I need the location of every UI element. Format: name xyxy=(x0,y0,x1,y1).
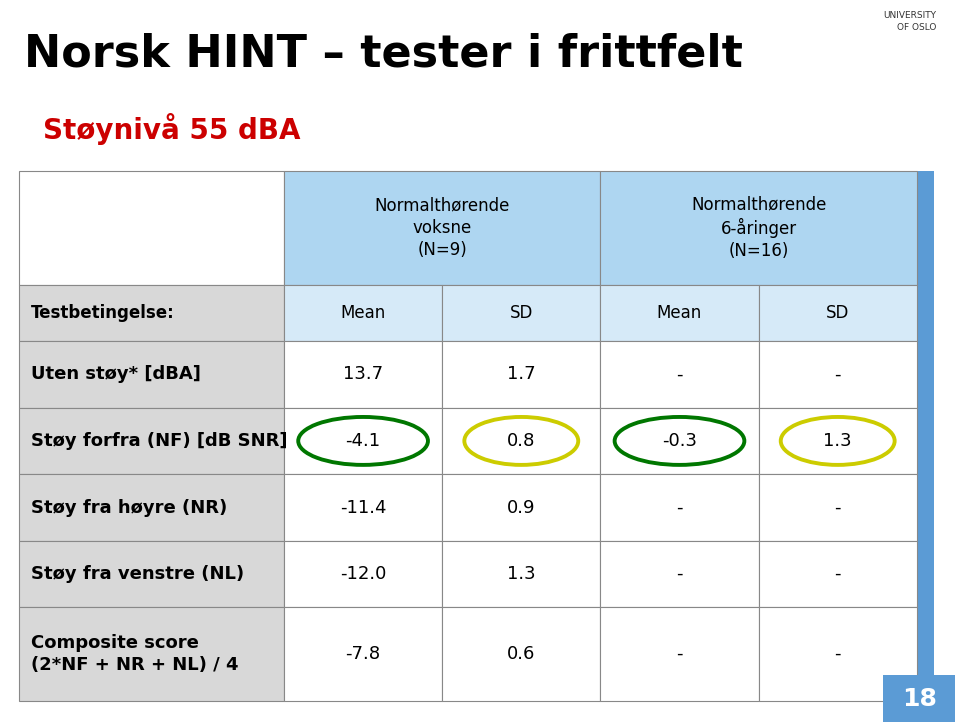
FancyBboxPatch shape xyxy=(19,474,284,541)
FancyBboxPatch shape xyxy=(19,171,284,285)
Text: Composite score
(2*NF + NR + NL) / 4: Composite score (2*NF + NR + NL) / 4 xyxy=(31,634,238,674)
FancyBboxPatch shape xyxy=(443,407,600,474)
FancyBboxPatch shape xyxy=(600,541,758,608)
FancyBboxPatch shape xyxy=(600,474,758,541)
Text: SD: SD xyxy=(510,304,533,322)
FancyBboxPatch shape xyxy=(600,341,758,407)
FancyBboxPatch shape xyxy=(443,541,600,608)
FancyBboxPatch shape xyxy=(443,285,600,341)
Text: Testbetingelse:: Testbetingelse: xyxy=(31,304,175,322)
Text: Støynivå 55 dBA: Støynivå 55 dBA xyxy=(43,113,300,144)
Text: 18: 18 xyxy=(901,687,937,711)
Text: 0.9: 0.9 xyxy=(507,499,536,516)
Text: -: - xyxy=(676,499,683,516)
FancyBboxPatch shape xyxy=(19,608,284,701)
Text: -: - xyxy=(676,565,683,583)
Text: -: - xyxy=(676,365,683,383)
FancyBboxPatch shape xyxy=(758,407,917,474)
Text: 0.6: 0.6 xyxy=(507,645,536,663)
FancyBboxPatch shape xyxy=(443,341,600,407)
Text: Mean: Mean xyxy=(657,304,702,322)
Text: -4.1: -4.1 xyxy=(346,432,381,450)
Text: Støy forfra (NF) [dB SNR]: Støy forfra (NF) [dB SNR] xyxy=(31,432,287,450)
Text: -12.0: -12.0 xyxy=(340,565,386,583)
FancyBboxPatch shape xyxy=(600,407,758,474)
FancyBboxPatch shape xyxy=(284,407,443,474)
Text: -: - xyxy=(834,645,841,663)
Text: Støy fra høyre (NR): Støy fra høyre (NR) xyxy=(31,499,227,516)
Text: 13.7: 13.7 xyxy=(343,365,383,383)
Text: -7.8: -7.8 xyxy=(346,645,381,663)
FancyBboxPatch shape xyxy=(284,608,443,701)
Text: -: - xyxy=(676,645,683,663)
FancyBboxPatch shape xyxy=(758,285,917,341)
Text: Normalthørende
voksne
(N=9): Normalthørende voksne (N=9) xyxy=(374,197,510,259)
Text: Normalthørende
6-åringer
(N=16): Normalthørende 6-åringer (N=16) xyxy=(691,195,827,261)
FancyBboxPatch shape xyxy=(19,341,284,407)
Text: Støy fra venstre (NL): Støy fra venstre (NL) xyxy=(31,565,244,583)
FancyBboxPatch shape xyxy=(284,541,443,608)
Text: -0.3: -0.3 xyxy=(662,432,697,450)
FancyBboxPatch shape xyxy=(19,541,284,608)
FancyBboxPatch shape xyxy=(758,341,917,407)
Text: UNIVERSITY
OF OSLO: UNIVERSITY OF OSLO xyxy=(883,11,936,32)
Text: 1.3: 1.3 xyxy=(824,432,852,450)
Text: 1.7: 1.7 xyxy=(507,365,536,383)
FancyBboxPatch shape xyxy=(600,608,758,701)
Text: -: - xyxy=(834,565,841,583)
FancyBboxPatch shape xyxy=(758,541,917,608)
FancyBboxPatch shape xyxy=(284,474,443,541)
FancyBboxPatch shape xyxy=(19,285,284,341)
Text: -: - xyxy=(834,365,841,383)
Text: Mean: Mean xyxy=(341,304,386,322)
FancyBboxPatch shape xyxy=(19,407,284,474)
FancyBboxPatch shape xyxy=(600,285,758,341)
Text: Uten støy* [dBA]: Uten støy* [dBA] xyxy=(31,365,201,383)
Text: 0.8: 0.8 xyxy=(507,432,536,450)
FancyBboxPatch shape xyxy=(758,474,917,541)
FancyBboxPatch shape xyxy=(284,341,443,407)
Text: -: - xyxy=(834,499,841,516)
FancyBboxPatch shape xyxy=(284,171,600,285)
Text: -11.4: -11.4 xyxy=(340,499,386,516)
Text: Norsk HINT – tester i frittfelt: Norsk HINT – tester i frittfelt xyxy=(24,33,743,76)
FancyBboxPatch shape xyxy=(443,608,600,701)
Text: SD: SD xyxy=(826,304,850,322)
FancyBboxPatch shape xyxy=(284,285,443,341)
FancyBboxPatch shape xyxy=(917,171,934,701)
FancyBboxPatch shape xyxy=(600,171,917,285)
FancyBboxPatch shape xyxy=(443,474,600,541)
FancyBboxPatch shape xyxy=(883,675,955,722)
FancyBboxPatch shape xyxy=(758,608,917,701)
Text: 1.3: 1.3 xyxy=(507,565,536,583)
